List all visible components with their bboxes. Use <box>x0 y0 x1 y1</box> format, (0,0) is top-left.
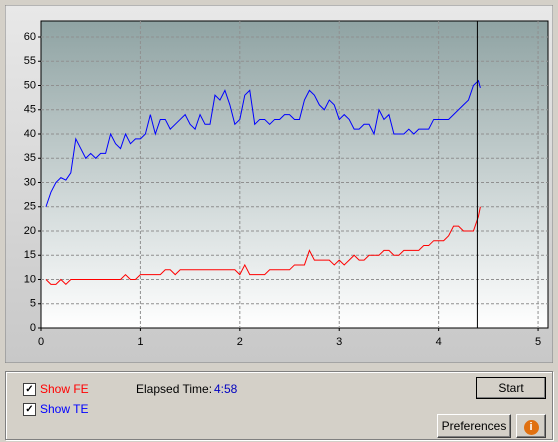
data-line <box>45 79 481 207</box>
info-button[interactable]: i <box>516 414 546 438</box>
checkbox-te[interactable]: ✓ <box>23 403 36 416</box>
x-tick-label: 0 <box>38 336 44 348</box>
plot-area <box>40 20 549 329</box>
y-tick-label: 50 <box>24 79 36 91</box>
data-line <box>45 206 481 286</box>
y-tick-label: 60 <box>24 31 36 43</box>
y-tick-label: 0 <box>30 322 36 334</box>
y-tick-label: 25 <box>24 201 36 213</box>
x-tick-label: 3 <box>336 336 342 348</box>
x-tick-label: 4 <box>436 336 442 348</box>
y-tick-label: 30 <box>24 176 36 188</box>
preferences-button[interactable]: Preferences <box>437 414 511 438</box>
elapsed-label: Elapsed Time: <box>136 382 213 396</box>
y-tick-label: 45 <box>24 104 36 116</box>
checkbox-label[interactable]: Show TE <box>40 402 89 416</box>
y-tick-label: 40 <box>24 128 36 140</box>
checkbox-fe[interactable]: ✓ <box>23 383 36 396</box>
y-tick-label: 35 <box>24 152 36 164</box>
y-tick-label: 10 <box>24 273 36 285</box>
y-tick-label: 5 <box>30 298 36 310</box>
y-tick-label: 15 <box>24 249 36 261</box>
checkbox-label[interactable]: Show FE <box>40 382 89 396</box>
elapsed-value: 4:58 <box>214 382 238 396</box>
start-button[interactable]: Start <box>476 377 546 399</box>
y-tick-label: 55 <box>24 55 36 67</box>
y-tick-label: 20 <box>24 225 36 237</box>
x-tick-label: 5 <box>535 336 541 348</box>
info-icon[interactable]: i <box>523 420 539 435</box>
x-tick-label: 2 <box>237 336 243 348</box>
options-group <box>5 371 553 440</box>
x-tick-label: 1 <box>137 336 143 348</box>
